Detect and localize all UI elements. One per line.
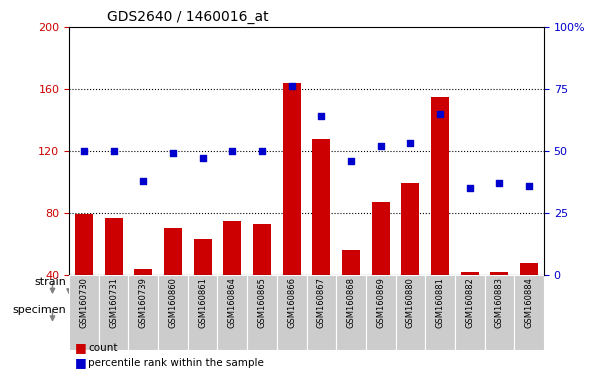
Text: GSM160861: GSM160861: [198, 277, 207, 328]
Bar: [135, 269, 152, 337]
Point: [228, 148, 237, 154]
Text: B cell: B cell: [203, 311, 233, 321]
Point: [109, 148, 118, 154]
Point: [465, 185, 475, 191]
Bar: [520, 263, 538, 337]
Bar: [366, 275, 395, 350]
Bar: [247, 275, 277, 350]
Bar: [484, 275, 514, 350]
Bar: [277, 275, 307, 350]
Point: [406, 141, 415, 147]
Bar: [253, 224, 271, 337]
Point: [317, 113, 326, 119]
Text: GSM160868: GSM160868: [347, 277, 356, 328]
Bar: [99, 275, 129, 350]
Bar: [514, 275, 544, 350]
Text: GSM160731: GSM160731: [109, 277, 118, 328]
Bar: [455, 275, 484, 350]
Text: count: count: [88, 343, 118, 353]
Point: [79, 148, 89, 154]
Bar: [336, 275, 366, 350]
Text: GSM160860: GSM160860: [168, 277, 177, 328]
Text: GSM160865: GSM160865: [257, 277, 266, 328]
Bar: [490, 272, 508, 337]
Point: [524, 182, 534, 189]
Bar: [158, 275, 188, 350]
Point: [287, 83, 296, 89]
Point: [495, 180, 504, 186]
Text: GSM160880: GSM160880: [406, 277, 415, 328]
Bar: [188, 276, 544, 301]
Text: GSM160864: GSM160864: [228, 277, 237, 328]
Text: GSM160883: GSM160883: [495, 277, 504, 328]
Bar: [426, 275, 455, 350]
Bar: [218, 275, 247, 350]
Text: XBP1s transgenic: XBP1s transgenic: [317, 283, 415, 293]
Text: ■: ■: [75, 341, 87, 354]
Text: GDS2640 / 1460016_at: GDS2640 / 1460016_at: [107, 10, 269, 25]
Bar: [69, 304, 366, 329]
Point: [435, 111, 445, 117]
Bar: [461, 272, 478, 337]
Bar: [366, 304, 544, 329]
Bar: [224, 221, 241, 337]
Point: [376, 143, 385, 149]
Bar: [188, 275, 218, 350]
Text: GSM160867: GSM160867: [317, 277, 326, 328]
Point: [257, 148, 267, 154]
Text: tumor: tumor: [438, 311, 472, 321]
Text: GSM160882: GSM160882: [465, 277, 474, 328]
Bar: [342, 250, 360, 337]
Text: strain: strain: [34, 277, 66, 287]
Text: percentile rank within the sample: percentile rank within the sample: [88, 358, 264, 368]
Bar: [129, 275, 158, 350]
Bar: [69, 275, 99, 350]
Text: GSM160866: GSM160866: [287, 277, 296, 328]
Text: GSM160884: GSM160884: [525, 277, 534, 328]
Bar: [69, 276, 188, 301]
Text: GSM160881: GSM160881: [436, 277, 445, 328]
Bar: [194, 239, 212, 337]
Point: [198, 155, 207, 161]
Bar: [307, 275, 336, 350]
Bar: [401, 184, 419, 337]
Bar: [313, 139, 331, 337]
Point: [138, 178, 148, 184]
Text: GSM160730: GSM160730: [79, 277, 88, 328]
Text: ■: ■: [75, 356, 87, 369]
Text: GSM160869: GSM160869: [376, 277, 385, 328]
Bar: [431, 97, 449, 337]
Bar: [75, 215, 93, 337]
Text: wild type: wild type: [103, 283, 154, 293]
Bar: [105, 218, 123, 337]
Point: [346, 158, 356, 164]
Bar: [164, 228, 182, 337]
Bar: [372, 202, 389, 337]
Bar: [282, 83, 300, 337]
Bar: [395, 275, 426, 350]
Point: [168, 150, 178, 156]
Text: specimen: specimen: [13, 305, 66, 314]
Text: GSM160739: GSM160739: [139, 277, 148, 328]
